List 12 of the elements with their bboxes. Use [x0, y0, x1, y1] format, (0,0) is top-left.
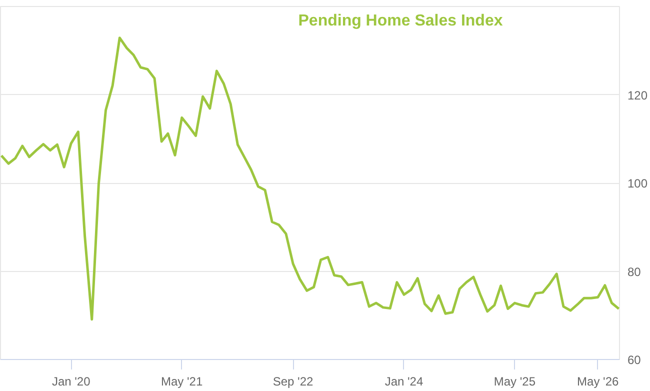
y-tick-label: 80 — [628, 264, 642, 279]
line-series — [0, 36, 620, 321]
x-tick-label: May '26 — [577, 374, 620, 388]
y-tick-label: 100 — [628, 176, 648, 190]
x-tick-label: Sep '22 — [272, 374, 314, 388]
x-tick-label: Jan '24 — [384, 374, 424, 388]
y-tick-label: 60 — [628, 353, 642, 367]
x-tick-label: Jan '20 — [52, 374, 91, 388]
x-tick-label: May '25 — [494, 374, 536, 388]
chart-title: Pending Home Sales Index — [298, 12, 503, 30]
x-tick-label: May '21 — [161, 374, 203, 388]
y-tick-label: 120 — [628, 88, 648, 102]
